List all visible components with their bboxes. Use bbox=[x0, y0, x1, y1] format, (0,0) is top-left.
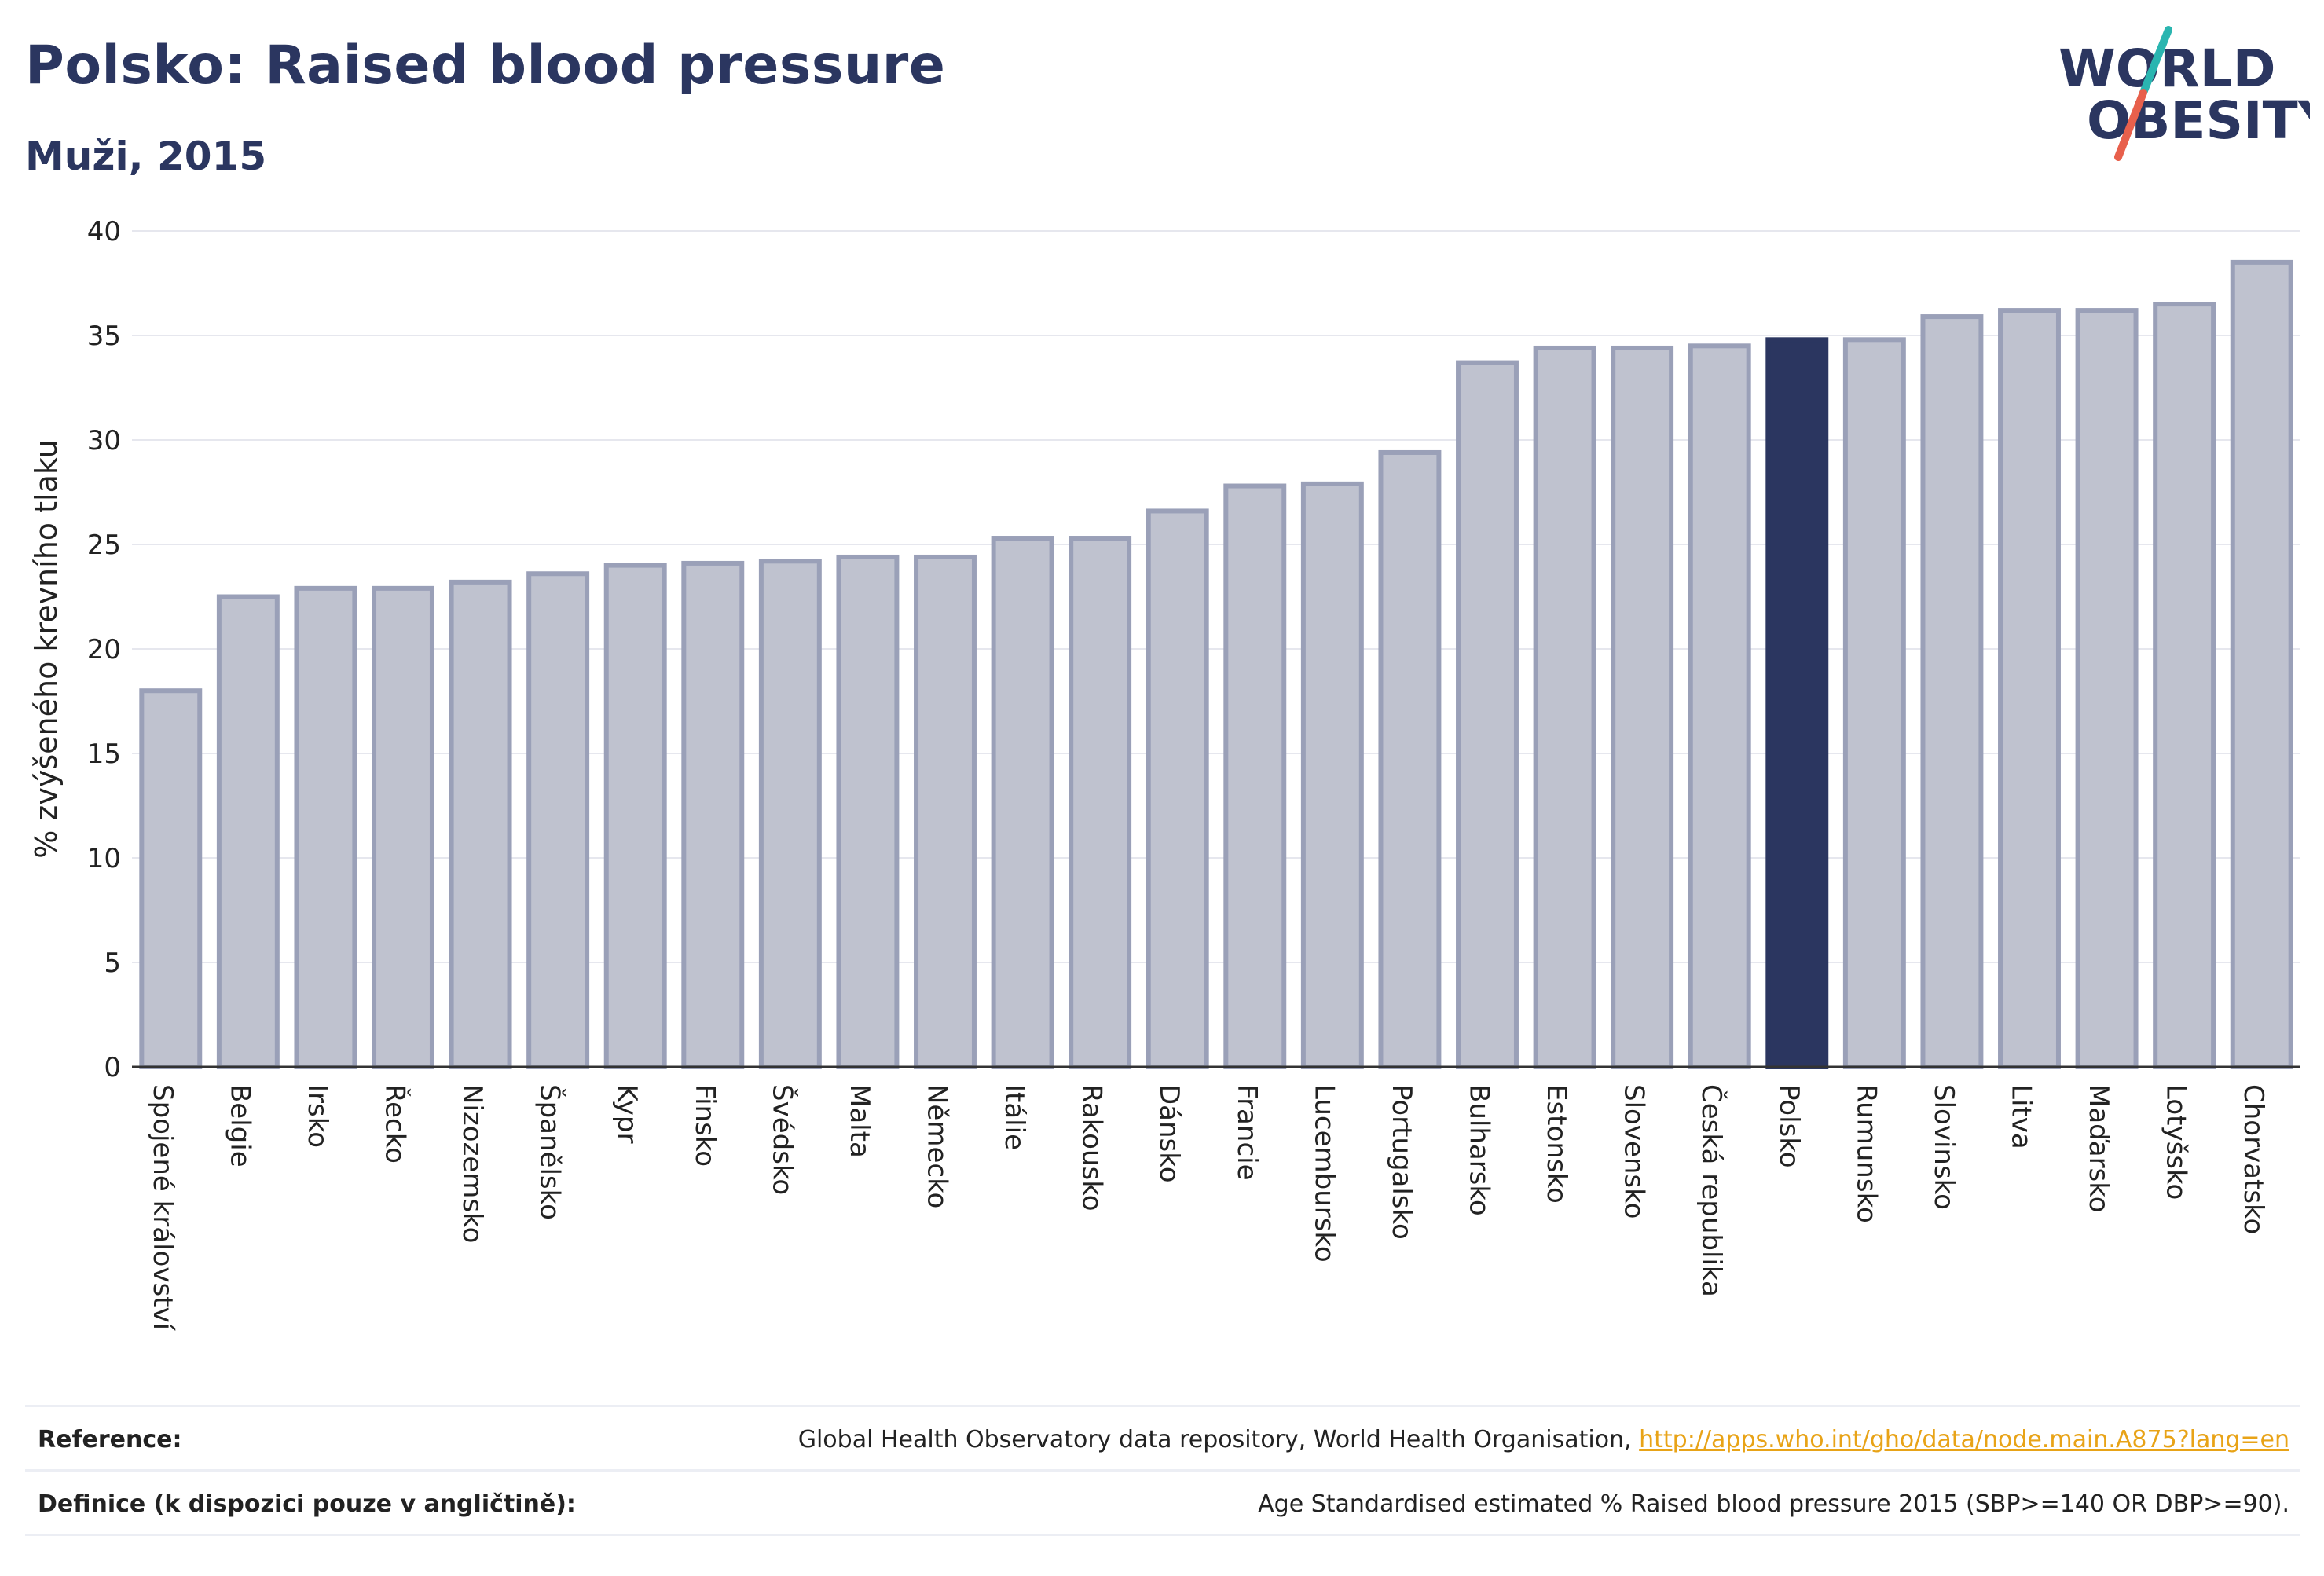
definition-row: Definice (k dispozici pouze v angličtině… bbox=[25, 1469, 2300, 1534]
chart-title: Polsko: Raised blood pressure bbox=[25, 35, 946, 97]
bar-Maďarsko bbox=[2075, 308, 2139, 1069]
y-tick-label: 15 bbox=[87, 739, 121, 770]
bar-Malta bbox=[836, 554, 900, 1069]
x-tick-label: Spojené království bbox=[147, 1084, 178, 1332]
x-tick-label: Francie bbox=[1231, 1084, 1263, 1181]
bar-Irsko bbox=[294, 585, 357, 1069]
reference-row: Reference: Global Health Observatory dat… bbox=[25, 1405, 2300, 1470]
bar-Finsko bbox=[681, 560, 745, 1069]
bar-Dánsko bbox=[1146, 508, 1209, 1069]
bar-Bulharsko bbox=[1456, 360, 1519, 1069]
bar-Slovensko bbox=[1611, 345, 1674, 1069]
bar-Francie bbox=[1223, 483, 1287, 1069]
bar-Německo bbox=[914, 554, 977, 1069]
x-tick-label: Dánsko bbox=[1153, 1084, 1185, 1183]
x-tick-label: Řecko bbox=[379, 1084, 412, 1164]
x-tick-label: Rumunsko bbox=[1850, 1084, 1882, 1223]
bar-Kypr bbox=[603, 563, 667, 1069]
y-tick-labels: 0 5 10 15 20 25 30 35 40 bbox=[87, 216, 121, 1083]
x-tick-label: Rakousko bbox=[1076, 1084, 1108, 1211]
bars bbox=[139, 259, 2293, 1070]
bar-chart: 0 5 10 15 20 25 30 35 40 Spojené království Belgi… bbox=[29, 216, 2300, 1332]
bar-Rakousko bbox=[1069, 536, 1132, 1069]
bar-Slovinsko bbox=[1920, 314, 1984, 1069]
x-tick-label: Finsko bbox=[689, 1084, 720, 1167]
x-tick-label: Nizozemsko bbox=[456, 1084, 488, 1243]
x-tick-label: Portugalsko bbox=[1386, 1084, 1417, 1240]
bar-Litva bbox=[1998, 308, 2061, 1069]
bar-Estonsko bbox=[1533, 345, 1596, 1069]
bar-Česká republika bbox=[1688, 343, 1751, 1069]
x-tick-label: Chorvatsko bbox=[2238, 1084, 2269, 1234]
y-tick-label: 5 bbox=[104, 947, 121, 979]
bar-Polsko bbox=[1765, 337, 1829, 1069]
x-tick-label: Německo bbox=[922, 1084, 953, 1208]
y-tick-label: 25 bbox=[87, 530, 121, 561]
y-tick-label: 20 bbox=[87, 634, 121, 665]
bar-Lucembursko bbox=[1300, 481, 1364, 1069]
bar-Spojené království bbox=[139, 688, 203, 1069]
definition-label: Definice (k dispozici pouze v angličtině… bbox=[38, 1490, 576, 1518]
bar-Lotyšsko bbox=[2153, 302, 2216, 1070]
y-tick-label: 0 bbox=[104, 1052, 121, 1083]
x-tick-label: Lotyšsko bbox=[2161, 1084, 2192, 1200]
reference-text: Global Health Observatory data repositor… bbox=[797, 1426, 1640, 1453]
world-obesity-logo: WORLD OBESITY bbox=[2058, 26, 2310, 161]
y-tick-label: 30 bbox=[87, 425, 121, 456]
x-tick-label: Itálie bbox=[999, 1084, 1030, 1150]
x-tick-label: Maďarsko bbox=[2083, 1084, 2114, 1213]
bar-Řecko bbox=[372, 585, 434, 1069]
chart-subtitle: Muži, 2015 bbox=[25, 134, 267, 179]
bar-Švédsko bbox=[758, 559, 822, 1069]
y-tick-label: 10 bbox=[87, 843, 121, 874]
x-tick-label: Slovensko bbox=[1618, 1084, 1650, 1219]
bar-Portugalsko bbox=[1378, 449, 1442, 1069]
x-tick-label: Malta bbox=[844, 1084, 875, 1158]
reference-label: Reference: bbox=[38, 1426, 182, 1453]
reference-value: Global Health Observatory data repositor… bbox=[798, 1426, 2289, 1453]
y-tick-label: 40 bbox=[87, 216, 121, 247]
x-tick-label: Švédsko bbox=[766, 1084, 798, 1195]
x-tick-labels: Spojené království Belgie Irsko Řecko Nizoze… bbox=[147, 1084, 2269, 1332]
bar-Rumunsko bbox=[1842, 337, 1906, 1069]
x-tick-label: Španělsko bbox=[534, 1084, 566, 1220]
x-tick-label: Kypr bbox=[611, 1084, 643, 1144]
x-tick-label: Polsko bbox=[1773, 1084, 1805, 1168]
bar-Belgie bbox=[216, 594, 280, 1069]
logo-slash-top-icon bbox=[2139, 26, 2172, 97]
definition-text: Age Standardised estimated % Raised bloo… bbox=[1258, 1490, 2289, 1518]
bar-Nizozemsko bbox=[449, 579, 512, 1069]
logo-line-world: WORLD bbox=[2058, 38, 2276, 99]
x-tick-label: Belgie bbox=[224, 1084, 255, 1167]
x-tick-label: Česká republika bbox=[1695, 1084, 1728, 1297]
bar-Chorvatsko bbox=[2230, 259, 2293, 1069]
reference-link[interactable]: http://apps.who.int/gho/data/node.main.A… bbox=[1639, 1426, 2289, 1453]
logo-slash-bottom-icon bbox=[2114, 89, 2147, 161]
x-tick-label: Lucembursko bbox=[1308, 1084, 1340, 1263]
y-axis-title: % zvýšeného krevního tlaku bbox=[29, 439, 64, 859]
footer-divider bbox=[25, 1534, 2300, 1536]
bar-Itálie bbox=[991, 536, 1054, 1069]
x-tick-label: Litva bbox=[2006, 1084, 2037, 1149]
x-tick-label: Irsko bbox=[302, 1084, 333, 1148]
x-tick-label: Estonsko bbox=[1541, 1084, 1572, 1204]
y-tick-label: 35 bbox=[87, 321, 121, 352]
x-tick-label: Bulharsko bbox=[1464, 1084, 1495, 1216]
bar-Španělsko bbox=[526, 571, 590, 1069]
x-tick-label: Slovinsko bbox=[1928, 1084, 1959, 1210]
